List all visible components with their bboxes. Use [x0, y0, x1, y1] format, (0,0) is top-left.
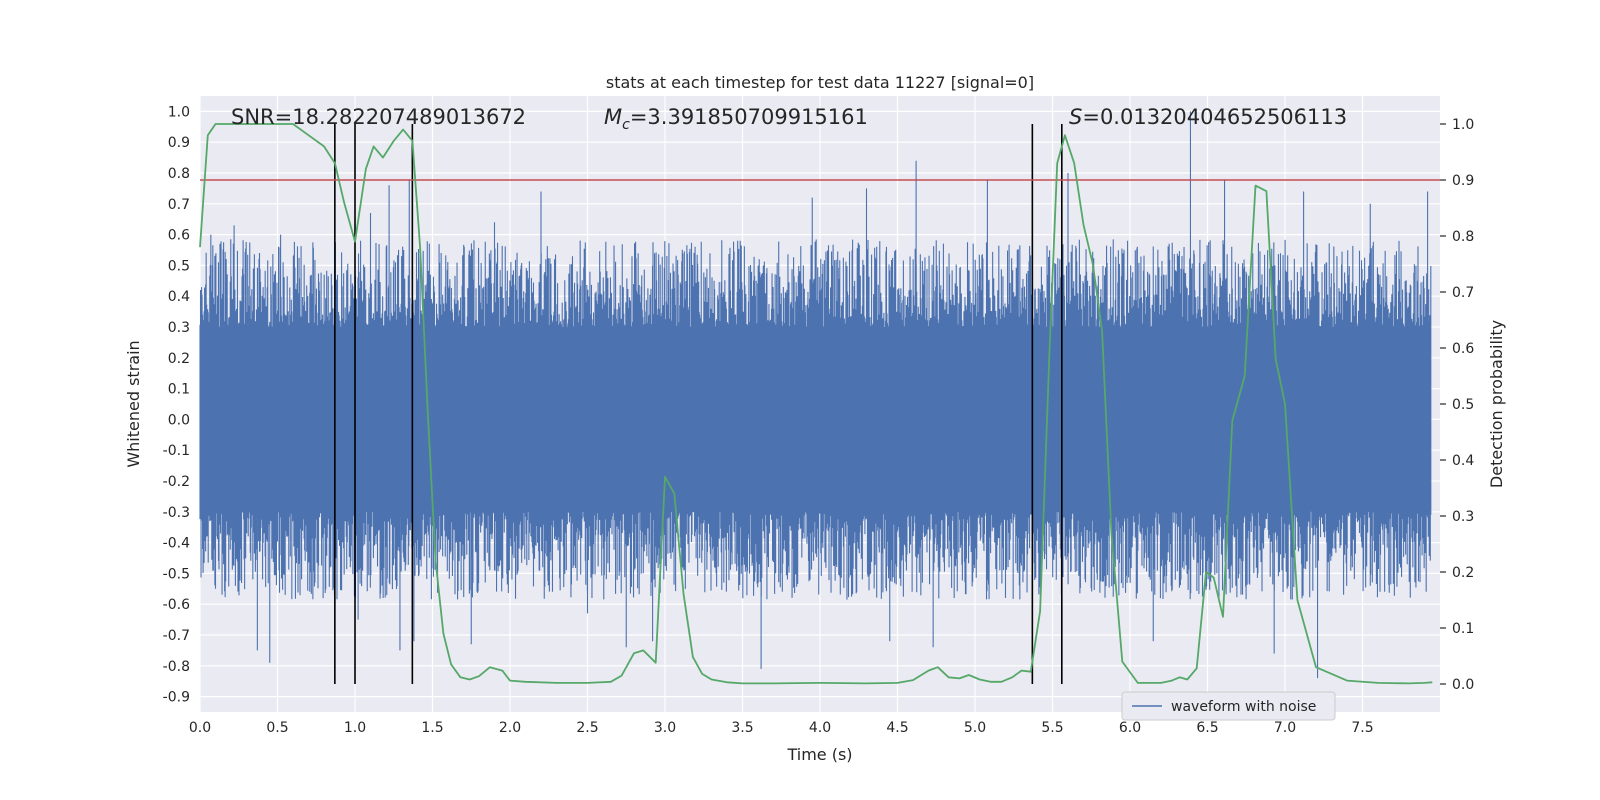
y-tick-label-right: 0.3 [1452, 509, 1474, 525]
x-tick-label: 7.5 [1351, 720, 1373, 736]
chart-title: stats at each timestep for test data 112… [606, 73, 1034, 92]
s-annotation: S=0.01320404652506113 [1069, 105, 1347, 129]
x-tick-label: 5.5 [1041, 720, 1063, 736]
y-tick-label-right: 0.5 [1452, 397, 1474, 413]
x-tick-label: 2.5 [576, 720, 598, 736]
waveform-series [199, 111, 1432, 679]
y-axis-label-left: Whitened strain [124, 340, 143, 467]
y-tick-label-left: -0.8 [163, 659, 190, 675]
x-tick-label: 6.0 [1119, 720, 1141, 736]
s-value: =0.01320404652506113 [1082, 105, 1347, 129]
y-tick-label-left: 0.6 [168, 228, 190, 244]
x-axis-label: Time (s) [786, 745, 852, 764]
y-tick-label-right: 0.9 [1452, 173, 1474, 189]
y-tick-label-left: -0.7 [163, 628, 190, 644]
legend-box [1121, 691, 1336, 721]
x-tick-label: 3.0 [654, 720, 676, 736]
y-tick-label-left: -0.1 [163, 443, 190, 459]
probability-line [199, 123, 1433, 685]
probability-series [199, 123, 1433, 685]
y-tick-label-left: 0.3 [168, 320, 190, 336]
y-tick-label-right: 0.8 [1452, 229, 1474, 245]
x-tick-label: 4.0 [809, 720, 831, 736]
y-tick-label-right: 1.0 [1452, 117, 1474, 133]
y-tick-label-left: 1.0 [168, 104, 190, 120]
chirp-mass-annotation: Mc=3.391850709915161 [604, 105, 868, 133]
y-tick-label-left: -0.3 [163, 505, 190, 521]
waveform-trace [199, 111, 1432, 679]
snr-annotation: SNR=18.282207489013672 [231, 105, 526, 129]
y-tick-label-left: 0.0 [168, 412, 190, 428]
legend-label: waveform with noise [1171, 699, 1316, 715]
x-tick-label: 1.0 [344, 720, 366, 736]
x-tick-label: 0.0 [189, 720, 211, 736]
y-tick-label-left: -0.2 [163, 474, 190, 490]
chirp-mass-value: =3.391850709915161 [630, 105, 868, 129]
y-tick-label-left: 0.5 [168, 258, 190, 274]
y-tick-label-left: -0.4 [163, 536, 190, 552]
x-tick-label: 1.5 [421, 720, 443, 736]
x-tick-label: 4.5 [886, 720, 908, 736]
y-tick-label-right: 0.2 [1452, 565, 1474, 581]
y-axis-label-right: Detection probability [1487, 320, 1506, 488]
y-tick-label-left: 0.4 [168, 289, 190, 305]
y-tick-label-left: 0.2 [168, 351, 190, 367]
y-tick-label-left: 0.7 [168, 197, 190, 213]
y-tick-label-right: 0.4 [1452, 453, 1474, 469]
x-tick-label: 7.0 [1274, 720, 1296, 736]
vertical-markers [334, 124, 1063, 684]
chirp-mass-symbol: M [604, 105, 622, 129]
y-tick-label-left: 0.1 [168, 382, 190, 398]
legend: waveform with noise [1121, 691, 1336, 721]
y-tick-label-left: -0.5 [163, 566, 190, 582]
y-tick-label-right: 0.0 [1452, 677, 1474, 693]
y-tick-label-right: 0.7 [1452, 285, 1474, 301]
y-tick-label-right: 0.1 [1452, 621, 1474, 637]
x-tick-label: 0.5 [266, 720, 288, 736]
chirp-mass-subscript: c [622, 117, 630, 133]
s-symbol: S [1069, 105, 1082, 129]
x-tick-label: 5.0 [964, 720, 986, 736]
y-tick-label-left: -0.6 [163, 597, 190, 613]
y-tick-label-right: 0.6 [1452, 341, 1474, 357]
y-tick-label-left: 0.8 [168, 166, 190, 182]
y-tick-label-left: -0.9 [163, 690, 190, 706]
ticks: 0.0 0.5 1.0 1.5 2.0 2.5 3.0 3.5 4.0 4.5 5.0 5.5 6.0 6… [163, 104, 1475, 736]
y-tick-label-left: 0.9 [168, 135, 190, 151]
x-tick-label: 3.5 [731, 720, 753, 736]
x-tick-label: 6.5 [1196, 720, 1218, 736]
x-tick-label: 2.0 [499, 720, 521, 736]
